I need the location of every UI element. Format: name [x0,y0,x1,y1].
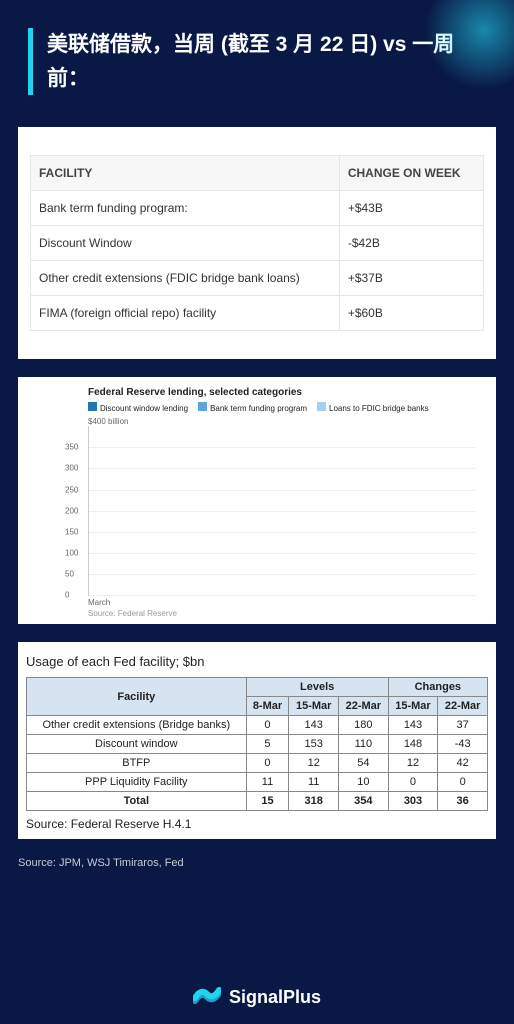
y-tick: 250 [65,485,78,494]
table2-card: Usage of each Fed facility; $bn Facility… [18,642,496,839]
y-tick: 0 [65,591,69,600]
footer-logo: SignalPlus [0,987,514,1013]
chart-xlabel: March [88,598,486,607]
chart-subtitle: $400 billion [88,417,486,426]
table-row: Other credit extensions (FDIC bridge ban… [31,261,484,296]
table1-header: FACILITY [31,156,340,191]
logo-icon [193,987,221,1007]
table1: FACILITYCHANGE ON WEEK Bank term funding… [30,155,484,331]
table-row: Discount Window-$42B [31,226,484,261]
table-row: Bank term funding program:+$43B [31,191,484,226]
y-tick: 200 [65,506,78,515]
chart-card: Federal Reserve lending, selected catego… [18,377,496,624]
y-tick: 350 [65,443,78,452]
chart-legend: Discount window lending Bank term funding… [88,402,486,413]
chart-plot: 050100150200250300350 [88,426,476,596]
legend-item: Discount window lending [88,402,188,413]
outer-source: Source: JPM, WSJ Timiraros, Fed [18,857,496,869]
page-title: 美联储借款，当周 (截至 3 月 22 日) vs 一周前： [47,28,486,95]
table2-title: Usage of each Fed facility; $bn [26,654,488,669]
y-tick: 100 [65,548,78,557]
table2: FacilityLevelsChanges8-Mar15-Mar22-Mar15… [26,677,488,811]
table-row: Discount window5153110148-43 [27,735,488,754]
logo-text: SignalPlus [229,987,321,1008]
legend-item: Loans to FDIC bridge banks [317,402,429,413]
table-row: PPP Liquidity Facility11111000 [27,773,488,792]
table-row: Other credit extensions (Bridge banks)01… [27,716,488,735]
table1-card: FACILITYCHANGE ON WEEK Bank term funding… [18,127,496,359]
corner-glow [424,0,514,90]
chart-source: Source: Federal Reserve [88,609,486,618]
y-tick: 300 [65,464,78,473]
table1-header: CHANGE ON WEEK [339,156,483,191]
y-tick: 50 [65,570,74,579]
y-tick: 150 [65,527,78,536]
table-row: FIMA (foreign official repo) facility+$6… [31,296,484,331]
chart-title: Federal Reserve lending, selected catego… [88,387,486,398]
table2-total: Total1531835430336 [27,792,488,811]
table2-source: Source: Federal Reserve H.4.1 [26,817,488,831]
t2-facility-header: Facility [27,678,247,716]
table-row: BTFP012541242 [27,754,488,773]
legend-item: Bank term funding program [198,402,307,413]
